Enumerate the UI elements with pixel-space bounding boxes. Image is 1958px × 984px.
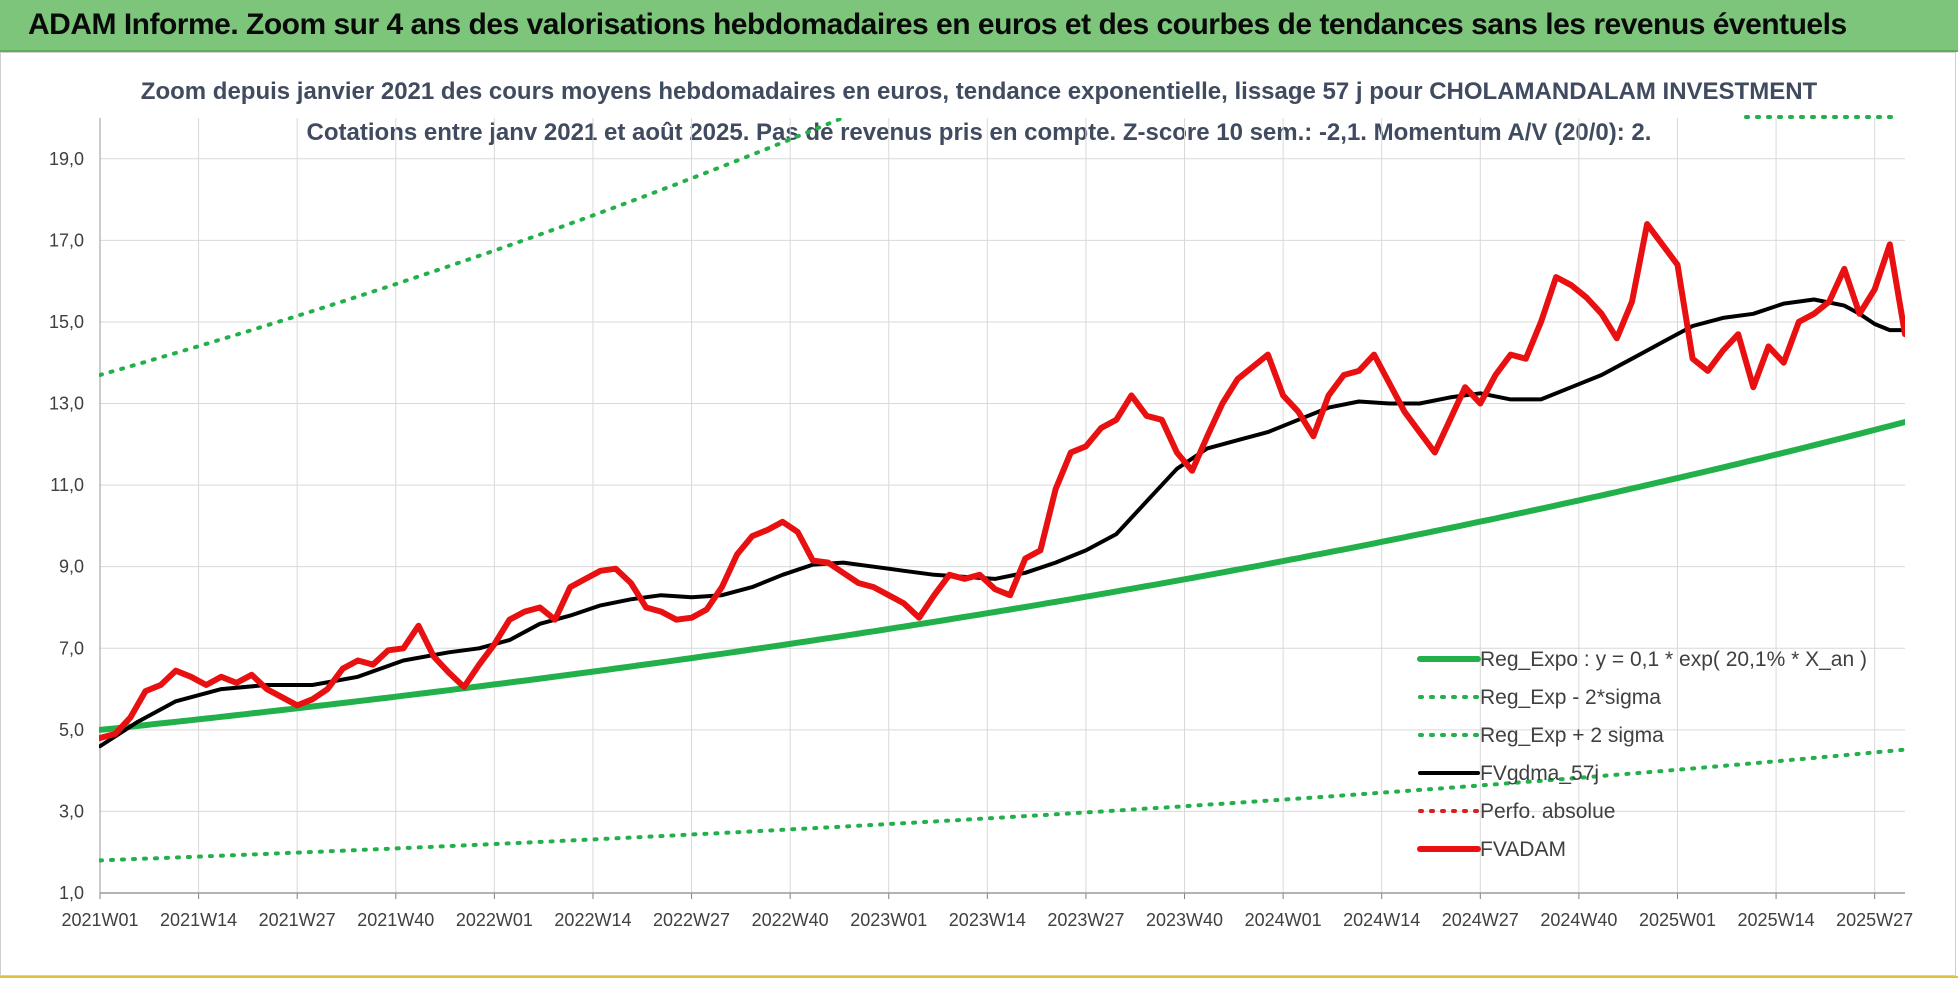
y-tick-label: 11,0 [50, 475, 84, 495]
legend-label: Perfo. absolue [1480, 800, 1615, 823]
chart-grid [99, 118, 1905, 899]
legend-label: Reg_Exp + 2 sigma [1480, 724, 1664, 747]
y-tick-label: 1,0 [59, 883, 84, 903]
chart-legend: Reg_Expo : y = 0,1 * exp( 20,1% * X_an )… [1417, 648, 1867, 861]
x-tick-label: 2021W27 [259, 910, 336, 930]
bottom-accent-line [0, 976, 1958, 978]
axis-labels: 1,0 3,0 5,0 7,0 9,0 11,0 13,0 15,0 17,0 19,0 2021W… [49, 149, 1913, 930]
y-tick-label: 9,0 [59, 557, 84, 577]
header-banner: ADAM Informe. Zoom sur 4 ans des valoris… [0, 0, 1958, 52]
x-tick-label: 2022W27 [653, 910, 730, 930]
chart-subtitle: Cotations entre janv 2021 et août 2025. … [306, 119, 1652, 146]
x-tick-label: 2021W01 [61, 910, 138, 930]
x-tick-label: 2023W14 [949, 910, 1026, 930]
x-tick-label: 2023W01 [850, 910, 927, 930]
x-tick-label: 2022W40 [752, 910, 829, 930]
y-tick-label: 19,0 [49, 149, 84, 169]
y-tick-label: 17,0 [49, 230, 84, 250]
legend-label: FVADAM [1480, 838, 1566, 861]
legend-label: FVgdma_57j [1480, 762, 1599, 785]
x-tick-label: 2024W01 [1245, 910, 1322, 930]
x-tick-label: 2025W14 [1738, 910, 1815, 930]
y-tick-label: 5,0 [59, 720, 84, 740]
y-tick-label: 3,0 [59, 801, 84, 821]
y-tick-label: 15,0 [49, 312, 84, 332]
y-tick-label: 7,0 [59, 638, 84, 658]
chart-frame [0, 52, 1956, 976]
x-tick-label: 2021W14 [160, 910, 237, 930]
x-tick-label: 2022W01 [456, 910, 533, 930]
x-tick-label: 2025W27 [1836, 910, 1913, 930]
y-tick-label: 13,0 [49, 394, 84, 414]
series-line-fvadam [99, 221, 1905, 741]
series-layer [99, 118, 1905, 863]
series-line-reg-expo-y-0-1-exp-20-1-x-an [99, 419, 1905, 733]
x-tick-label: 2024W27 [1442, 910, 1519, 930]
legend-label: Reg_Exp - 2*sigma [1480, 686, 1661, 709]
series-line-fvgdma-57j [99, 297, 1905, 749]
legend-label: Reg_Expo : y = 0,1 * exp( 20,1% * X_an ) [1480, 648, 1867, 671]
x-tick-label: 2025W01 [1639, 910, 1716, 930]
chart-title: Zoom depuis janvier 2021 des cours moyen… [140, 78, 1818, 105]
x-tick-label: 2024W40 [1540, 910, 1617, 930]
x-tick-label: 2023W27 [1047, 910, 1124, 930]
x-tick-label: 2021W40 [357, 910, 434, 930]
series-line-reg-exp-2-sigma [99, 747, 1905, 863]
banner-title: ADAM Informe. Zoom sur 4 ans des valoris… [28, 8, 1847, 41]
x-tick-label: 2023W40 [1146, 910, 1223, 930]
x-tick-label: 2024W14 [1343, 910, 1420, 930]
series-line-reg-exp-2-sigma [99, 118, 848, 377]
x-tick-label: 2022W14 [554, 910, 631, 930]
